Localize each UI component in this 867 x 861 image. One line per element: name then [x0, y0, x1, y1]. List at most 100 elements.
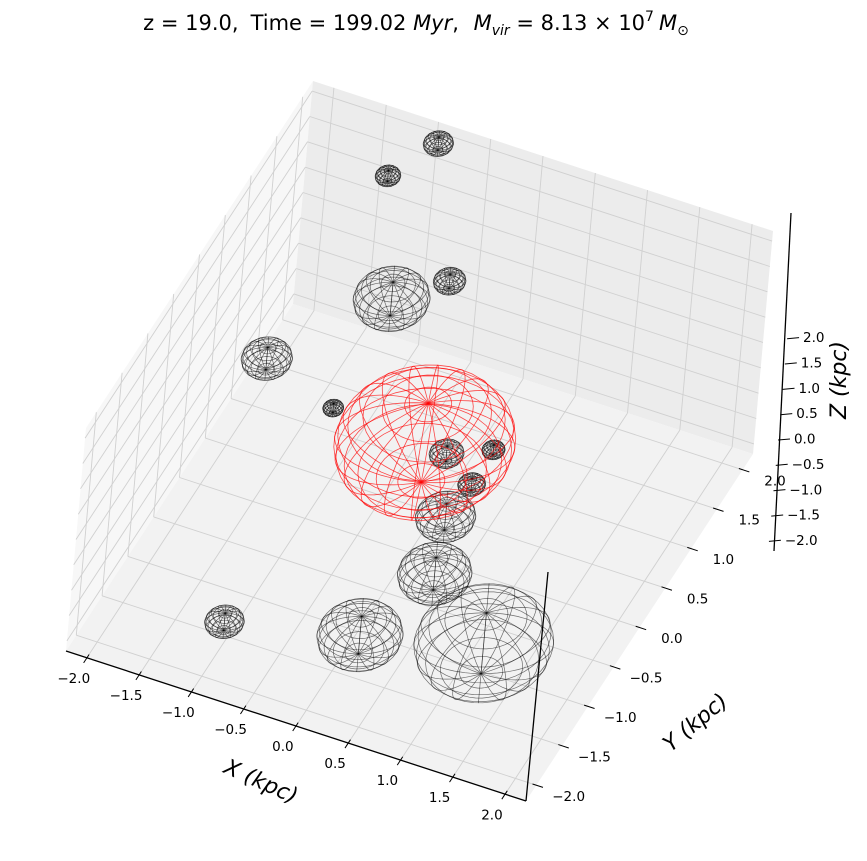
sphere-longitude: [444, 446, 448, 469]
sphere-longitude: [356, 616, 363, 672]
sphere-longitude: [381, 372, 429, 483]
x-tick-label: 0.5: [324, 756, 345, 772]
sphere-longitude: [431, 557, 437, 606]
x-tick-mark: [344, 739, 351, 749]
grid-line: [77, 166, 306, 515]
y-tick-label: 1.5: [738, 513, 759, 529]
sphere-longitude: [343, 402, 429, 496]
y-tick-label: −2.0: [552, 789, 585, 805]
sphere-longitude: [223, 612, 243, 633]
grid-line: [282, 319, 743, 471]
subhalo-sphere: [204, 604, 245, 639]
sphere-longitude: [375, 169, 389, 183]
sphere-longitude: [410, 403, 429, 521]
grid-line: [282, 96, 304, 320]
sphere-longitude: [447, 274, 451, 296]
sphere-longitude: [421, 390, 506, 483]
sphere-longitude: [432, 557, 460, 600]
sphere-longitude: [381, 170, 389, 187]
x-tick-mark: [187, 688, 195, 698]
grid-line: [256, 358, 718, 510]
sphere-longitude: [223, 605, 234, 631]
sphere-longitude: [322, 403, 334, 414]
sphere-longitude: [445, 444, 464, 462]
subhalo-sphere: [240, 336, 293, 381]
z-tick-mark: [768, 539, 781, 542]
sphere-longitude: [436, 136, 440, 157]
sphere-longitude: [354, 281, 394, 319]
sphere-longitude: [332, 403, 341, 416]
sphere-longitude: [390, 281, 427, 320]
sphere-longitude: [345, 599, 363, 655]
z-tick-mark: [773, 489, 786, 492]
y-tick-mark: [583, 704, 595, 710]
x-tick-label: −1.0: [162, 705, 195, 721]
sphere-longitude: [478, 612, 487, 704]
sphere-longitude: [389, 272, 421, 316]
sphere-longitude: [413, 612, 487, 675]
grid-line: [347, 395, 576, 744]
sphere-longitude: [389, 281, 405, 331]
sphere-longitude: [444, 501, 475, 531]
z-tick-mark: [771, 514, 784, 517]
grid-line: [627, 190, 648, 414]
sphere-longitude: [448, 269, 463, 289]
sphere-longitude: [429, 445, 448, 464]
sphere-longitude: [437, 136, 454, 151]
sphere-longitude: [249, 340, 269, 370]
sphere-longitude: [443, 267, 451, 289]
sphere-longitude: [247, 347, 269, 377]
y-axis-label: Y (kpc): [659, 689, 734, 757]
subhalo-sphere: [374, 164, 402, 188]
sphere-longitude: [422, 503, 447, 538]
x-tick-mark: [240, 705, 247, 715]
subhalo-sphere: [413, 583, 555, 704]
sphere-longitude: [492, 444, 506, 456]
sphere-longitude: [421, 402, 516, 484]
x-tick-label: 0.0: [272, 739, 293, 755]
z-tick-mark: [780, 413, 793, 416]
sphere-longitude: [322, 403, 334, 413]
sphere-longitude: [425, 495, 447, 531]
sphere-longitude: [265, 347, 291, 373]
sphere-longitude: [437, 131, 446, 151]
sphere-longitude: [428, 445, 448, 462]
sphere-longitude: [357, 616, 375, 671]
sphere-longitude: [417, 612, 487, 680]
sphere-longitude: [442, 503, 448, 543]
sphere-longitude: [265, 337, 279, 370]
z-tick-label: −1.5: [787, 508, 820, 524]
sphere-longitude: [433, 273, 451, 290]
sphere-longitude: [206, 611, 226, 631]
sphere-longitude: [492, 444, 498, 460]
y-tick-label: 2.0: [764, 473, 785, 489]
sphere-longitude: [264, 347, 269, 381]
sphere-longitude: [265, 347, 293, 371]
sphere-longitude: [444, 496, 469, 531]
sphere-longitude: [358, 605, 393, 655]
z-axis-line: [773, 212, 792, 552]
subhalo-sphere: [428, 438, 465, 469]
grid-line: [82, 116, 311, 464]
sphere-longitude: [452, 612, 487, 700]
y-tick-label: −0.5: [630, 670, 663, 686]
sphere-longitude: [400, 553, 437, 591]
sphere-longitude: [334, 402, 429, 486]
sphere-longitude: [387, 170, 393, 187]
sphere-longitude: [448, 273, 465, 291]
sphere-longitude: [217, 605, 226, 631]
z-tick-label: −1.0: [789, 482, 822, 498]
sphere-longitude: [398, 557, 437, 594]
grid-line: [80, 141, 308, 490]
sphere-longitude: [492, 444, 495, 460]
sphere-longitude: [383, 402, 429, 517]
sphere-longitude: [437, 135, 454, 151]
sphere-longitude: [480, 586, 516, 674]
sphere-longitude: [441, 273, 451, 295]
chart-title: z = 19.0, Time = 199.02 Myr, Mvir = 8.13 …: [143, 9, 689, 39]
sphere-longitude: [318, 616, 362, 658]
sphere-longitude: [240, 347, 268, 371]
main-halo-sphere: [333, 364, 517, 521]
subhalo-sphere: [432, 266, 467, 296]
